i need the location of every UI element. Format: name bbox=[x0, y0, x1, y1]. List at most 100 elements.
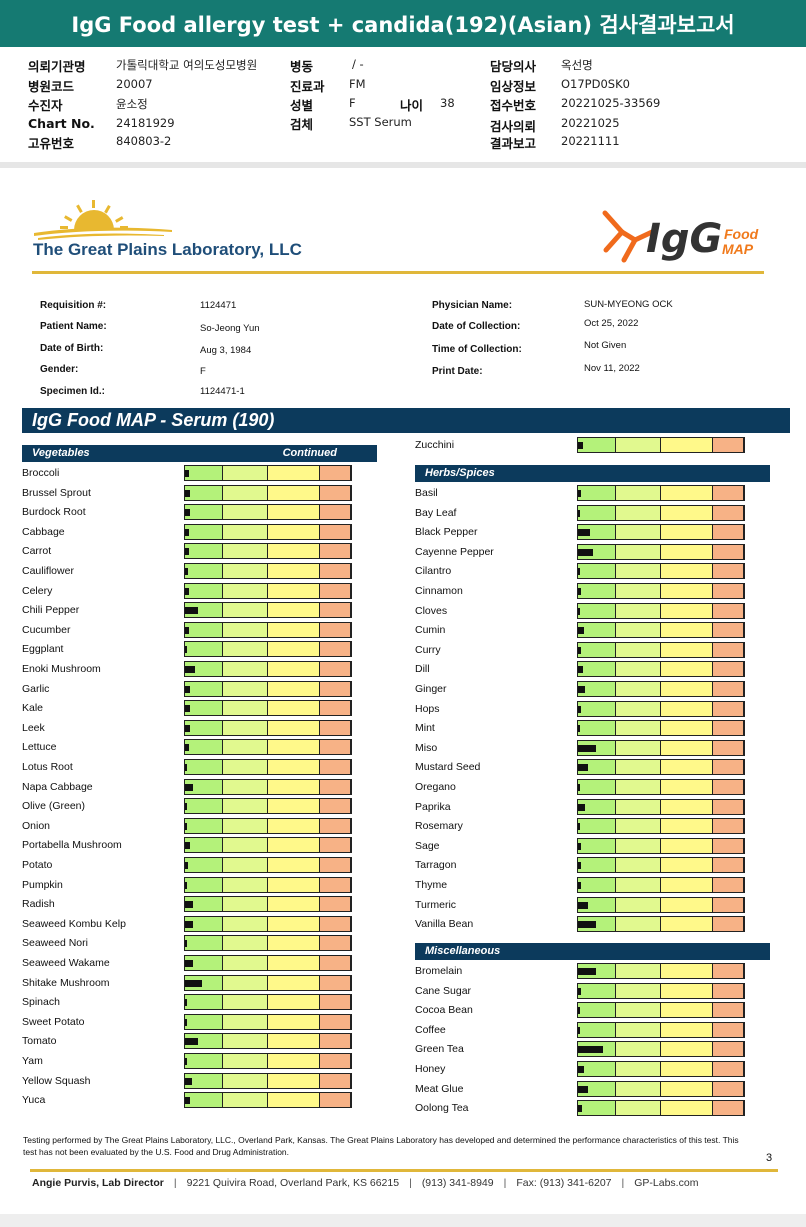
food-name: Seaweed Kombu Kelp bbox=[22, 917, 126, 930]
food-row: Yellow Squash bbox=[22, 1072, 352, 1091]
bar-zone bbox=[223, 760, 268, 774]
bar-zone bbox=[185, 760, 223, 774]
food-row: Eggplant bbox=[22, 641, 352, 659]
food-name: Hops bbox=[415, 702, 440, 715]
bar-zone bbox=[578, 799, 616, 814]
bar-zone bbox=[223, 720, 268, 735]
reactivity-bar bbox=[577, 1041, 745, 1058]
bar-zone bbox=[268, 505, 320, 520]
bar-zone bbox=[713, 1042, 744, 1057]
bar-zone bbox=[661, 799, 713, 814]
patient-value: F bbox=[200, 366, 206, 377]
bar-zone bbox=[320, 603, 351, 618]
bar-zone bbox=[661, 964, 713, 978]
level-marker bbox=[578, 1046, 603, 1054]
bar-zone bbox=[661, 1042, 713, 1057]
reactivity-bar bbox=[184, 563, 352, 579]
reactivity-bar bbox=[577, 543, 745, 560]
patient-label: Physician Name: bbox=[432, 300, 513, 311]
bar-zone bbox=[616, 897, 661, 912]
food-row: Sweet Potato bbox=[22, 1013, 352, 1032]
level-marker bbox=[185, 705, 190, 713]
bar-zone bbox=[185, 877, 223, 892]
bar-zone bbox=[223, 818, 268, 833]
food-name: Zucchini bbox=[415, 439, 455, 451]
bar-zone bbox=[268, 818, 320, 833]
food-name: Cucumber bbox=[22, 623, 71, 636]
bar-zone bbox=[320, 1093, 351, 1108]
food-row: Mustard Seed bbox=[415, 759, 745, 777]
korean-info-block: 의뢰기관명 가톨릭대학교 여의도성모병원 병원코드 20007 수진자 윤소정 … bbox=[0, 47, 806, 162]
reactivity-bar bbox=[577, 641, 745, 658]
bar-zone bbox=[616, 544, 661, 559]
bar-zone bbox=[661, 564, 713, 579]
reactivity-bar bbox=[577, 982, 745, 999]
kr-label: 검사의뢰 bbox=[490, 119, 537, 134]
level-marker bbox=[185, 685, 190, 693]
bar-zone bbox=[661, 917, 713, 932]
food-row: Pumpkin bbox=[22, 876, 352, 895]
bar-zone bbox=[578, 858, 616, 873]
level-marker bbox=[578, 784, 580, 791]
bar-zone bbox=[616, 438, 661, 452]
level-marker bbox=[578, 509, 580, 517]
food-name: Garlic bbox=[22, 682, 50, 695]
bar-zone bbox=[713, 505, 744, 520]
level-marker bbox=[578, 842, 581, 850]
bar-zone bbox=[320, 1054, 351, 1068]
food-row: Brussel Sprout bbox=[22, 484, 352, 503]
food-name: Napa Cabbage bbox=[22, 780, 93, 793]
level-marker bbox=[578, 725, 580, 733]
bar-zone bbox=[268, 877, 320, 892]
bar-zone bbox=[661, 819, 713, 834]
bar-zone bbox=[578, 603, 616, 618]
bar-zone bbox=[713, 682, 744, 696]
reactivity-bar bbox=[577, 818, 745, 835]
category-header-misc: Miscellaneous bbox=[415, 943, 770, 960]
food-name: Rosemary bbox=[415, 820, 463, 833]
level-marker bbox=[185, 979, 202, 987]
bar-zone bbox=[616, 1042, 661, 1057]
bar-zone bbox=[713, 623, 744, 638]
continued-label: Continued bbox=[282, 447, 337, 459]
food-row: Oolong Tea bbox=[415, 1100, 745, 1118]
bar-zone bbox=[578, 1062, 616, 1076]
section-title: IgG Food MAP - Serum (190) bbox=[22, 408, 790, 433]
kr-value: SST Serum bbox=[349, 115, 412, 129]
bar-zone bbox=[616, 486, 661, 500]
category-title: Vegetables bbox=[32, 447, 90, 459]
kr-label: 결과보고 bbox=[490, 136, 537, 151]
food-name: Thyme bbox=[415, 879, 448, 891]
reactivity-bar bbox=[577, 1080, 745, 1097]
category-title: Miscellaneous bbox=[425, 945, 501, 957]
level-marker bbox=[185, 881, 187, 889]
bar-zone bbox=[713, 897, 744, 912]
kr-value: 20221025-33569 bbox=[561, 96, 661, 110]
reactivity-bar bbox=[184, 1013, 352, 1030]
bar-zone bbox=[616, 819, 661, 834]
bar-zone bbox=[320, 995, 351, 1010]
bar-zone bbox=[268, 916, 320, 931]
bar-zone bbox=[185, 956, 223, 970]
food-row: Cucumber bbox=[22, 621, 352, 640]
bar-zone bbox=[268, 760, 320, 774]
food-name: Cayenne Pepper bbox=[415, 545, 494, 558]
bar-zone bbox=[713, 799, 744, 814]
bar-zone bbox=[661, 721, 713, 736]
food-row: Rosemary bbox=[415, 818, 745, 836]
bar-zone bbox=[661, 878, 713, 892]
bar-zone bbox=[661, 983, 713, 998]
food-row: Enoki Mushroom bbox=[22, 661, 352, 679]
food-name: Vanilla Bean bbox=[415, 918, 474, 931]
bar-zone bbox=[223, 1014, 268, 1029]
food-name: Cumin bbox=[415, 624, 446, 637]
bar-zone bbox=[661, 623, 713, 638]
food-row: Oregano bbox=[415, 779, 745, 797]
reactivity-bar bbox=[184, 484, 352, 501]
reactivity-bar bbox=[184, 915, 352, 932]
food-name: Broccoli bbox=[22, 467, 60, 479]
reactivity-bar bbox=[577, 720, 745, 737]
level-marker bbox=[185, 1077, 192, 1085]
bar-zone bbox=[713, 1062, 744, 1076]
bar-zone bbox=[185, 858, 223, 872]
